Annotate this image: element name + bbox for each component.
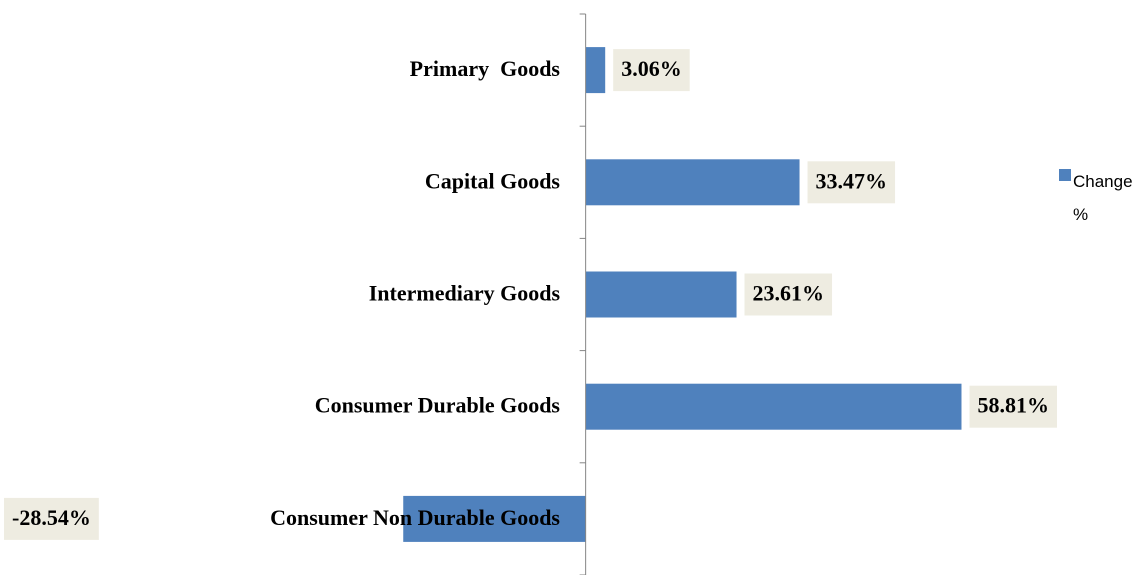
data-label: 23.61%	[753, 281, 825, 306]
data-label-bg	[969, 385, 1057, 428]
legend-swatch	[1059, 169, 1071, 181]
y-tick-label: Capital Goods	[425, 168, 561, 193]
y-tick-label: Consumer Durable Goods	[315, 393, 561, 418]
data-label: -28.54%	[12, 505, 91, 530]
bar	[403, 495, 586, 542]
data-label: 33.47%	[816, 168, 888, 193]
data-label: 58.81%	[977, 393, 1049, 418]
data-label-bg	[807, 161, 896, 204]
data-label-bg	[4, 497, 99, 540]
data-label-bg	[744, 273, 833, 316]
legend-label: Change %	[1073, 172, 1133, 224]
y-tick-label: Intermediary Goods	[369, 281, 561, 306]
bar	[585, 47, 606, 94]
data-label: 3.06%	[621, 56, 682, 81]
bar	[585, 159, 800, 206]
data-label-bg	[613, 49, 690, 92]
y-tick-label: Primary Goods	[410, 56, 561, 81]
bar	[585, 383, 962, 430]
y-tick-label: Consumer Non Durable Goods	[270, 505, 560, 530]
bar	[585, 271, 737, 318]
